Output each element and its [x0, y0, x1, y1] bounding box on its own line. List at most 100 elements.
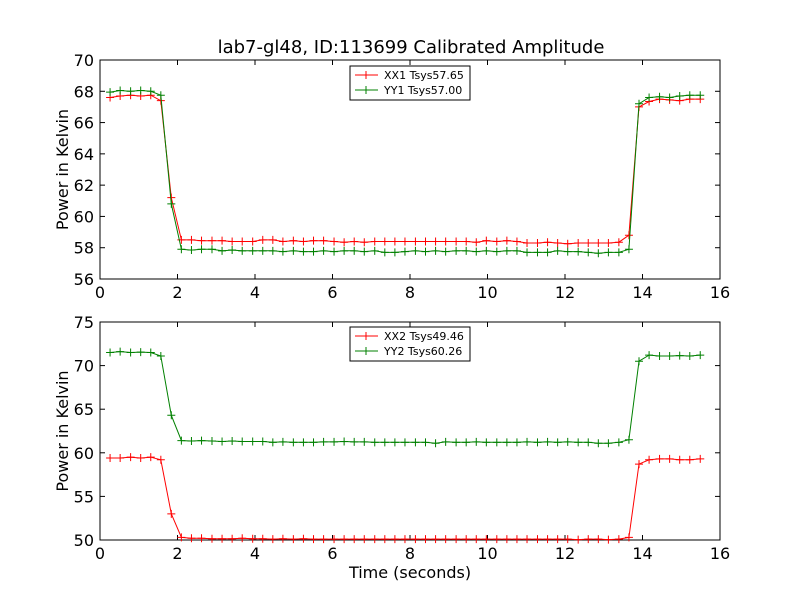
- data-point: [350, 437, 359, 446]
- data-point: [594, 535, 603, 544]
- data-point: [207, 245, 216, 254]
- data-point: [390, 248, 399, 257]
- data-point: [452, 438, 461, 447]
- legend-box: [349, 326, 471, 362]
- data-point: [594, 439, 603, 448]
- data-point: [533, 438, 542, 447]
- data-point: [238, 237, 247, 246]
- series-line-yy2: [110, 351, 701, 444]
- data-point: [197, 245, 206, 254]
- data-point: [350, 237, 359, 246]
- legend-label: YY1 Tsys57.00: [383, 84, 462, 97]
- x-tick-label: 0: [95, 283, 105, 302]
- data-point: [126, 453, 135, 462]
- data-point: [452, 246, 461, 255]
- y-tick-label: 58: [74, 239, 94, 258]
- data-point: [278, 247, 287, 256]
- data-point: [574, 247, 583, 256]
- data-point: [421, 237, 430, 246]
- data-point: [543, 437, 552, 446]
- data-point: [258, 437, 267, 446]
- data-point: [268, 438, 277, 447]
- data-point: [614, 438, 623, 447]
- data-point: [177, 235, 186, 244]
- data-point: [543, 535, 552, 544]
- data-point: [156, 91, 165, 100]
- data-point: [218, 236, 227, 245]
- data-point: [330, 237, 339, 246]
- data-point: [238, 246, 247, 255]
- data-point: [614, 248, 623, 257]
- data-point: [502, 236, 511, 245]
- data-point: [289, 246, 298, 255]
- data-point: [685, 455, 694, 464]
- series-line-yy1: [110, 89, 701, 254]
- data-point: [370, 237, 379, 246]
- data-point: [512, 438, 521, 447]
- data-point: [553, 246, 562, 255]
- data-point: [563, 239, 572, 248]
- data-point: [452, 237, 461, 246]
- data-point: [309, 535, 318, 544]
- y-tick-label: 60: [74, 444, 94, 463]
- data-point: [563, 535, 572, 544]
- data-point: [553, 438, 562, 447]
- x-tick-label: 14: [632, 283, 652, 302]
- data-point: [594, 249, 603, 258]
- data-point: [106, 88, 115, 97]
- data-point: [116, 454, 125, 463]
- data-point: [258, 235, 267, 244]
- data-point: [146, 453, 155, 462]
- data-point: [340, 238, 349, 247]
- data-point: [563, 247, 572, 256]
- data-point: [553, 535, 562, 544]
- data-point: [431, 439, 440, 448]
- data-point: [523, 535, 532, 544]
- data-point: [187, 235, 196, 244]
- x-tick-label: 14: [632, 544, 652, 563]
- data-point: [228, 534, 237, 543]
- data-point: [268, 535, 277, 544]
- data-point: [523, 239, 532, 248]
- y-tick-label: 70: [74, 357, 94, 376]
- data-point: [452, 535, 461, 544]
- data-point: [299, 237, 308, 246]
- series-line-xx2: [110, 456, 701, 541]
- data-point: [156, 352, 165, 361]
- data-point: [380, 535, 389, 544]
- data-point: [400, 535, 409, 544]
- data-point: [319, 437, 328, 446]
- data-point: [106, 348, 115, 357]
- data-point: [696, 91, 705, 100]
- data-point: [400, 237, 409, 246]
- data-point: [340, 246, 349, 255]
- data-point: [441, 247, 450, 256]
- data-point: [635, 99, 644, 108]
- data-point: [278, 237, 287, 246]
- x-tick-label: 10: [477, 544, 497, 563]
- data-point: [299, 534, 308, 543]
- data-point: [390, 535, 399, 544]
- data-point: [624, 435, 633, 444]
- x-tick-label: 0: [95, 544, 105, 563]
- data-point: [492, 535, 501, 544]
- data-point: [319, 535, 328, 544]
- data-point: [340, 437, 349, 446]
- data-point: [675, 455, 684, 464]
- data-point: [360, 437, 369, 446]
- data-point: [584, 438, 593, 447]
- data-point: [177, 245, 186, 254]
- data-point: [197, 534, 206, 543]
- data-point: [268, 246, 277, 255]
- data-point: [574, 239, 583, 248]
- data-point: [543, 238, 552, 247]
- data-point: [584, 248, 593, 257]
- data-point: [330, 535, 339, 544]
- x-tick-label: 2: [172, 283, 182, 302]
- data-point: [441, 237, 450, 246]
- x-tick-label: 4: [250, 283, 260, 302]
- legend-marker: [362, 71, 370, 79]
- data-point: [197, 436, 206, 445]
- data-point: [512, 246, 521, 255]
